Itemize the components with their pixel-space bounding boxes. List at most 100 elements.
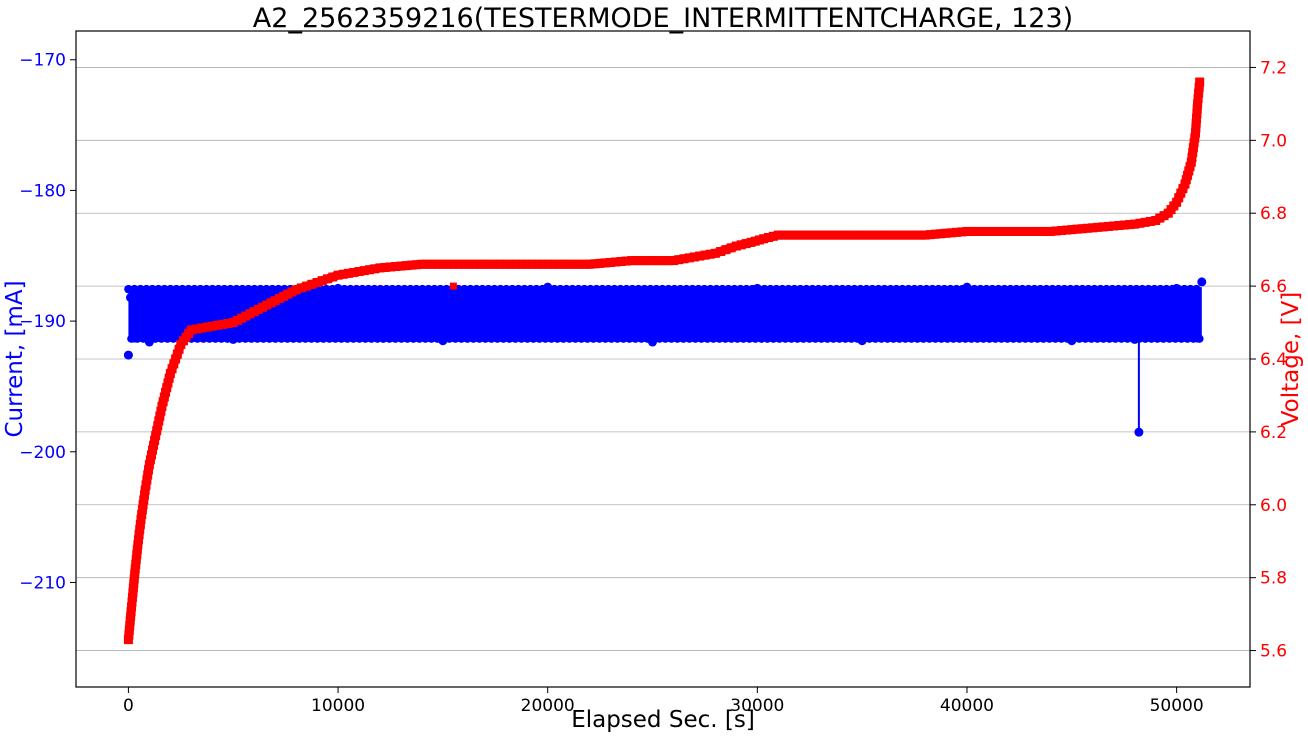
voltage-point (140, 485, 150, 495)
voltage-point (836, 230, 846, 240)
voltage-point (197, 323, 207, 333)
current-band-marker (883, 334, 892, 343)
current-band-marker (787, 334, 796, 343)
current-band-marker (826, 284, 835, 294)
voltage-point (967, 226, 977, 236)
voltage-point (1124, 220, 1134, 230)
voltage-point (805, 230, 815, 240)
voltage-point (721, 245, 731, 255)
current-band-marker (421, 334, 430, 343)
current-band-marker (1147, 334, 1156, 343)
current-point (130, 333, 140, 343)
current-band-marker (232, 284, 241, 294)
current-band-marker (475, 334, 484, 343)
current-band-marker (1042, 284, 1051, 294)
current-band-marker (1030, 284, 1039, 294)
voltage-point (886, 230, 896, 240)
current-band-marker (496, 284, 505, 294)
current-band-marker (904, 284, 913, 294)
voltage-point (132, 545, 142, 555)
voltage-point (952, 227, 961, 237)
current-band-marker (523, 334, 532, 343)
voltage-point (149, 440, 159, 450)
current-band-marker (868, 284, 877, 294)
voltage-point (910, 230, 920, 240)
current-band-marker (214, 284, 223, 294)
voltage-point (600, 258, 610, 268)
current-band-marker (535, 334, 544, 343)
current-band-marker (202, 284, 211, 294)
current-band-marker (355, 334, 364, 343)
voltage-point (684, 253, 694, 263)
current-point (962, 282, 972, 292)
current-band-marker (1054, 284, 1063, 294)
y-left-tick-label: −210 (19, 573, 66, 593)
current-band-marker (562, 284, 571, 294)
voltage-point (915, 230, 925, 240)
current-band-marker (718, 284, 727, 294)
voltage-point (380, 262, 390, 272)
current-band-marker (1000, 284, 1009, 294)
current-point (136, 287, 146, 297)
current-band-marker (595, 334, 604, 343)
voltage-point (1186, 157, 1196, 167)
current-band-marker (469, 334, 478, 343)
voltage-point (152, 426, 162, 436)
voltage-point (129, 578, 139, 588)
current-band-marker (322, 284, 331, 294)
voltage-point (490, 259, 500, 269)
current-band-marker (157, 334, 166, 343)
current-band-marker (625, 334, 634, 343)
voltage-point (1020, 226, 1030, 236)
current-band-marker (988, 284, 997, 294)
voltage-point (142, 475, 152, 485)
voltage-point (128, 588, 138, 598)
voltage-point (511, 259, 521, 269)
current-band-marker (586, 284, 595, 294)
current-band-marker (178, 284, 187, 294)
voltage-point (207, 321, 217, 331)
voltage-point (1187, 152, 1197, 162)
current-band-marker (682, 284, 691, 294)
y-left-tick-label: −190 (19, 312, 66, 332)
current-band-marker (220, 284, 229, 294)
current-band-marker (592, 284, 601, 294)
current-band-marker (505, 334, 514, 343)
current-band-marker (760, 284, 769, 294)
current-band-marker (742, 284, 751, 294)
current-band-marker (679, 334, 688, 343)
voltage-point (171, 354, 181, 364)
voltage-point (132, 550, 142, 560)
voltage-point (1190, 133, 1200, 143)
current-band-marker (565, 334, 574, 343)
voltage-point (872, 230, 882, 240)
voltage-point (1035, 226, 1045, 236)
current-band-marker (148, 284, 157, 294)
voltage-point (218, 319, 228, 329)
current-point (1172, 283, 1182, 293)
current-band-marker (199, 334, 208, 343)
voltage-point (344, 268, 354, 278)
voltage-point (794, 230, 804, 240)
current-band-marker (961, 334, 970, 343)
y-right-tick-label: 5.6 (1260, 642, 1287, 662)
current-band-marker (238, 284, 247, 294)
voltage-point (759, 234, 769, 244)
current-band-marker (466, 284, 475, 294)
voltage-point (1046, 226, 1056, 236)
current-band-marker (889, 334, 898, 343)
current-point (752, 283, 762, 293)
voltage-point (1009, 226, 1019, 236)
current-point (228, 334, 238, 344)
current-band-marker (481, 334, 490, 343)
voltage-point (695, 251, 705, 261)
voltage-point (663, 256, 673, 266)
current-band-marker (910, 284, 919, 294)
voltage-point (877, 230, 887, 240)
voltage-point (296, 283, 306, 293)
current-band-marker (613, 334, 622, 343)
current-band-marker (751, 334, 760, 343)
voltage-point (365, 265, 374, 275)
voltage-point (1195, 77, 1205, 87)
